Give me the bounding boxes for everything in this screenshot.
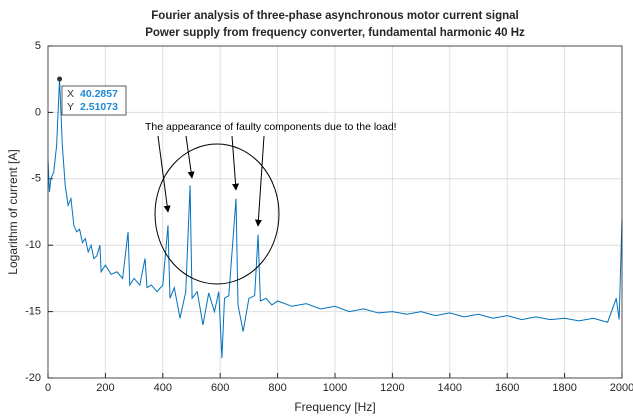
x-tick-label: 1400 (438, 382, 462, 394)
datatip-y-value: 2.51073 (80, 101, 118, 113)
y-tick-label: 5 (35, 40, 41, 52)
annotation-arrows (154, 135, 280, 285)
x-tick-label: 1200 (380, 382, 404, 394)
y-axis-label: Logarithm of current [A] (6, 149, 20, 274)
x-tick-label: 400 (154, 382, 172, 394)
chart-subtitle: Power supply from frequency converter, f… (145, 27, 525, 39)
chart-title: Fourier analysis of three-phase asynchro… (151, 10, 518, 22)
x-axis-label: Frequency [Hz] (294, 400, 375, 414)
x-tick-label: 1000 (323, 382, 347, 394)
x-tick-label: 1800 (552, 382, 576, 394)
y-tick-label: -20 (25, 372, 41, 384)
datatip-x-value: 40.2857 (80, 88, 118, 100)
annotation: The appearance of faulty components due … (145, 121, 397, 133)
datatip-point (57, 76, 63, 82)
y-tick-label: -15 (25, 306, 41, 318)
axes-box (47, 45, 623, 379)
y-tick-label: -5 (31, 173, 41, 185)
x-tick-label: 800 (268, 382, 286, 394)
x-tick-label: 0 (45, 382, 51, 394)
y-tick-label: 0 (35, 106, 41, 118)
y-tick-label: -10 (25, 239, 41, 251)
spectrum-line (47, 79, 623, 359)
x-tick-label: 2000 (610, 382, 633, 394)
datatip-x-label: X (67, 88, 74, 100)
x-tick-label: 200 (96, 382, 114, 394)
x-tick-label: 600 (211, 382, 229, 394)
x-tick-label: 1600 (495, 382, 519, 394)
datatip-box (61, 85, 127, 116)
datatip-y-label: Y (67, 101, 74, 113)
